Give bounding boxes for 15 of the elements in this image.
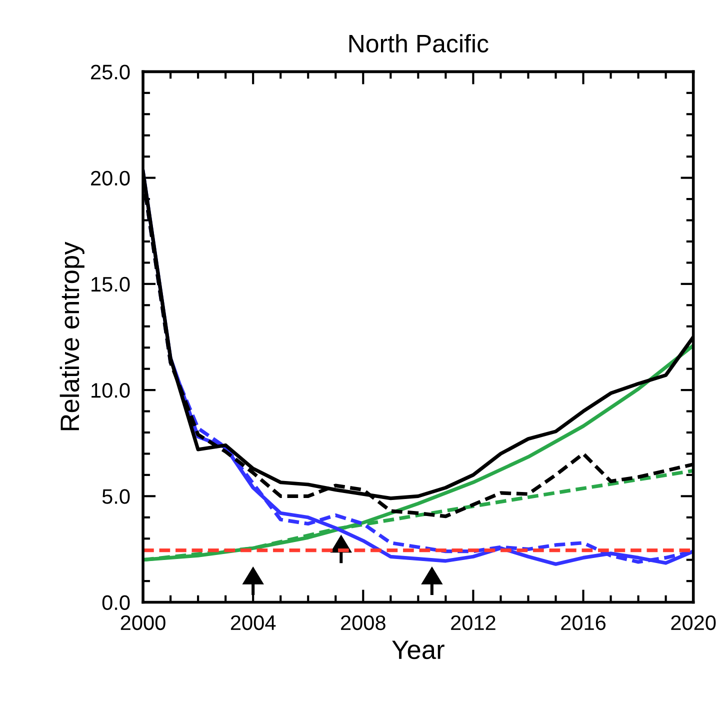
x-tick-label: 2008 [341,615,386,630]
y-tick-label: 20.0 [91,170,130,186]
x-axis-title: Year [392,640,444,660]
x-tick-label: 2004 [230,615,276,630]
y-tick-label: 5.0 [102,489,130,504]
x-tick-label: 2000 [120,615,166,630]
x-tick-label: 2016 [561,615,606,630]
y-axis-title: Relative entropy [60,242,84,430]
y-tick-label: 10.0 [92,383,130,398]
chart-title: North Pacific [349,34,488,52]
y-tick-label: 0.0 [102,595,130,610]
x-tick-label: 2020 [671,615,716,630]
y-tick-label: 25.0 [91,64,130,80]
x-tick-label: 2012 [451,615,496,630]
y-tick-label: 15.0 [92,276,130,292]
